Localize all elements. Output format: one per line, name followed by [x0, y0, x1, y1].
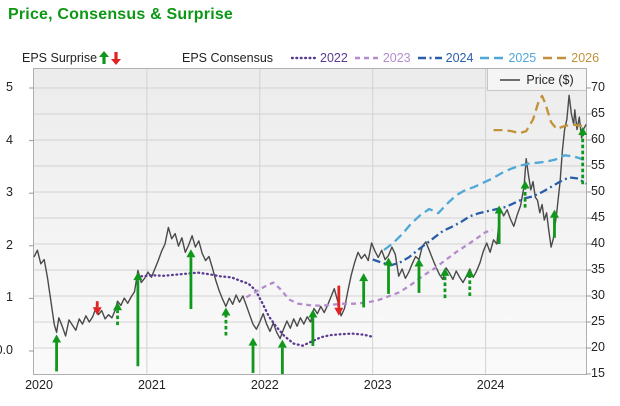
surprise-arrow-up	[494, 205, 504, 244]
eps-surprise-label: EPS Surprise	[22, 51, 98, 65]
surprise-arrow-up	[113, 302, 123, 326]
surprise-arrow-up	[440, 267, 450, 299]
consensus-line-2025	[383, 154, 587, 251]
surprise-up-arrow-icon	[99, 51, 110, 64]
right-axis-tick: 40	[591, 236, 605, 250]
price-legend-box: Price ($)	[487, 69, 586, 91]
left-axis-tick: 1	[6, 290, 13, 305]
left-axis-tick: 3	[6, 185, 13, 200]
legend-year-label: 2022	[320, 51, 348, 65]
surprise-arrow-up	[465, 268, 475, 296]
legend-year-label: 2025	[508, 51, 537, 65]
legend-year-label: 2026	[571, 51, 600, 65]
legend-swatch-2026	[543, 56, 568, 60]
legend-item-2026: 2026	[542, 51, 599, 65]
legend-swatch-2022	[291, 56, 317, 60]
surprise-arrow-up	[186, 249, 196, 309]
left-axis-tick: 2	[6, 237, 13, 252]
price-line	[33, 94, 587, 340]
surprise-down-arrow-icon	[111, 52, 122, 65]
surprise-arrow-up	[414, 258, 424, 293]
consensus-line-2022	[140, 271, 374, 347]
surprise-arrow-up	[221, 307, 231, 336]
surprise-arrow-up	[248, 337, 258, 373]
legend-year-label: 2023	[382, 51, 411, 65]
plot-area: Price ($)	[29, 68, 591, 375]
legend-item-2022: 2022	[291, 51, 348, 65]
right-axis-tick: 20	[591, 340, 605, 354]
right-axis-tick: 25	[591, 314, 605, 328]
x-axis-tick: 2023	[363, 378, 392, 392]
legend-item-2023: 2023	[354, 51, 411, 65]
left-axis-tick: 5	[6, 80, 13, 94]
eps-consensus-label: EPS Consensus	[182, 51, 274, 65]
surprise-arrow-up	[549, 209, 559, 238]
consensus-line-2026	[493, 94, 587, 135]
surprise-arrow-up	[520, 180, 530, 208]
x-axis-tick: 2022	[250, 378, 279, 392]
surprise-arrow-down	[92, 301, 102, 316]
right-axis-tick: 45	[591, 210, 605, 224]
surprise-arrow-down	[334, 285, 344, 316]
surprise-arrow-up	[52, 334, 62, 372]
legend-item-2025: 2025	[479, 51, 536, 65]
legend-consensus-years: 2022 2023 2024 2025 2026	[291, 51, 599, 65]
right-axis-tick: 15	[591, 366, 605, 380]
surprise-arrow-up	[133, 272, 143, 367]
right-axis-tick: 35	[591, 262, 605, 276]
legend-item-2024: 2024	[417, 51, 474, 65]
right-axis-tick: 50	[591, 184, 605, 198]
legend-eps-surprise: EPS Surprise	[22, 51, 122, 65]
x-axis-tick: 2020	[25, 378, 53, 392]
x-axis-tick: 2021	[137, 378, 166, 392]
x-axis-tick: 2024	[476, 378, 505, 392]
legend-swatch-2023	[354, 56, 379, 60]
surprise-arrow-up	[277, 339, 287, 374]
legend-swatch-2025	[480, 56, 505, 60]
price-legend-label: Price ($)	[526, 72, 574, 87]
right-axis-tick: 65	[591, 106, 605, 120]
surprise-arrow-up	[359, 273, 369, 308]
right-axis-tick: 30	[591, 288, 605, 302]
right-axis-tick: 55	[591, 158, 605, 172]
legend-swatch-2024	[417, 56, 442, 60]
legend-year-label: 2024	[445, 51, 474, 65]
left-axis-tick: 4	[6, 132, 13, 147]
chart-title: Price, Consensus & Surprise	[8, 6, 234, 23]
consensus-line-2023	[245, 228, 493, 307]
consensus-line-2024	[372, 176, 587, 267]
right-axis-tick: 60	[591, 132, 605, 146]
surprise-arrow-up	[384, 257, 394, 294]
surprise-arrow-up	[578, 127, 588, 185]
right-axis-tick: 70	[591, 80, 605, 94]
surprise-arrow-up	[308, 309, 318, 346]
price-line-swatch-icon	[500, 78, 521, 81]
chart-canvas	[29, 69, 591, 375]
left-axis-tick: 0.0	[0, 343, 13, 357]
